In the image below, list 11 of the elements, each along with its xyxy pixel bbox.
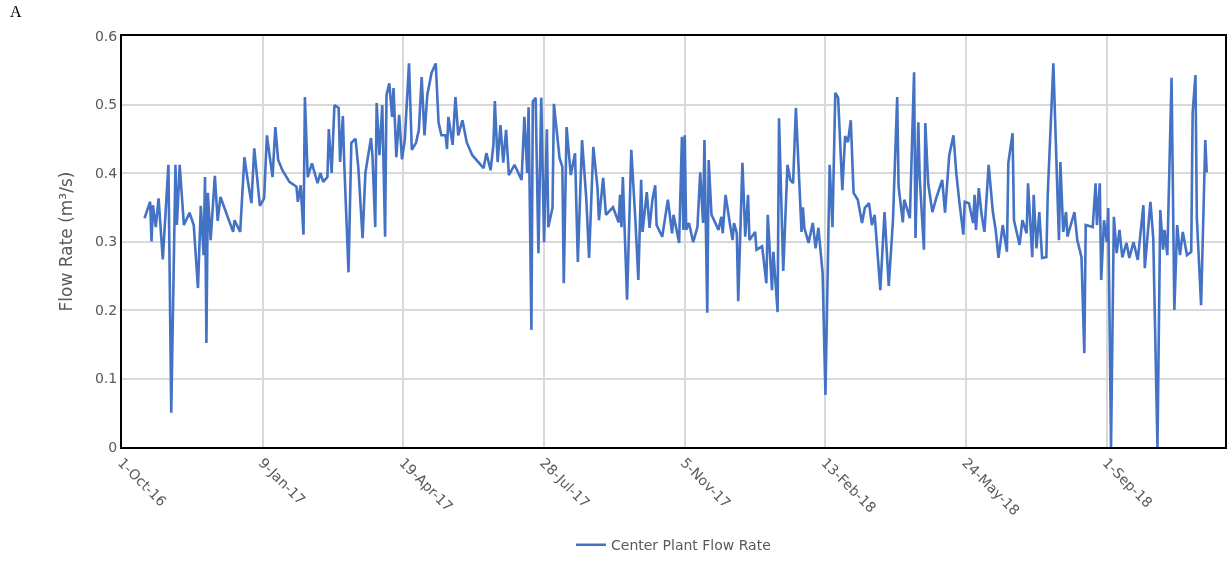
line-series: [143, 62, 1209, 447]
y-tick-label: 0.3: [94, 233, 118, 250]
y-tick-label: 0: [108, 438, 118, 455]
y-tick-label: 0.5: [94, 96, 118, 113]
legend-label: Center Plant Flow Rate: [611, 537, 771, 554]
text: A: [10, 3, 22, 20]
y-tick-label: 0.6: [94, 27, 118, 44]
y-tick-label: 0.1: [94, 370, 118, 387]
y-tick-label: 0.2: [94, 301, 118, 318]
y-tick-label: 0.4: [94, 164, 118, 181]
y-axis-title: Flow Rate (m³/s): [55, 171, 76, 312]
